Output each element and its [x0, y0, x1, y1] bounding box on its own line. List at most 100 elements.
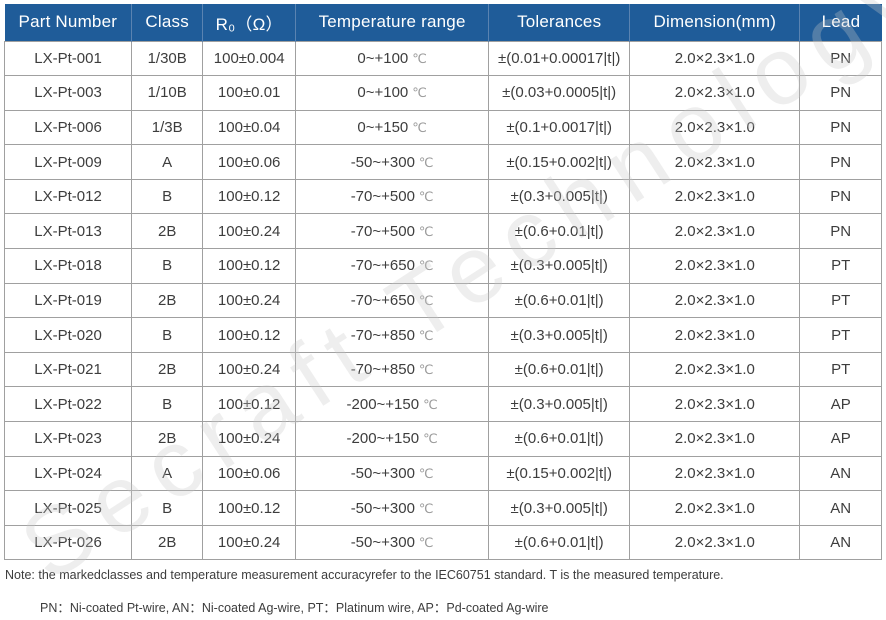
cell-class: B	[131, 386, 204, 423]
table-row: LX-Pt-003 1/10B 100±0.01 0~+100 ℃ ±(0.03+…	[3, 75, 882, 111]
column-header-class: Class	[131, 4, 203, 41]
temp-range-value: -70~+500	[350, 188, 415, 206]
table-row: LX-Pt-013 2B 100±0.24 -70~+500 ℃ ±(0.6+0.…	[3, 213, 882, 250]
cell-tolerance: ±(0.3+0.005|t|)	[488, 317, 631, 353]
cell-temperature-range: 0~+100 ℃	[295, 40, 490, 77]
cell-lead: PT	[799, 351, 882, 388]
cell-dimension: 2.0×2.3×1.0	[629, 351, 801, 388]
cell-class: B	[131, 317, 204, 353]
cell-dimension: 2.0×2.3×1.0	[629, 213, 801, 250]
temp-range-value: -50~+300	[350, 499, 415, 517]
column-header-part-number: Part Number	[4, 4, 132, 41]
cell-class: 2B	[131, 421, 204, 457]
cell-tolerance: ±(0.01+0.00017|t|)	[488, 40, 631, 77]
cell-dimension: 2.0×2.3×1.0	[629, 248, 801, 284]
cell-part-number: LX-Pt-018	[3, 248, 133, 284]
cell-r0: 100±0.06	[202, 455, 297, 492]
cell-tolerance: ±(0.3+0.005|t|)	[488, 490, 631, 526]
cell-r0: 100±0.24	[202, 213, 297, 250]
cell-lead: PN	[799, 40, 882, 77]
celsius-unit: ℃	[418, 154, 434, 170]
cell-class: 1/30B	[131, 40, 204, 77]
temp-range-value: -70~+850	[350, 326, 415, 344]
cell-dimension: 2.0×2.3×1.0	[629, 455, 801, 492]
temp-range-value: 0~+150	[357, 118, 409, 136]
cell-tolerance: ±(0.15+0.002|t|)	[488, 455, 631, 492]
cell-part-number: LX-Pt-001	[3, 40, 133, 77]
cell-r0: 100±0.12	[202, 490, 297, 526]
table-row: LX-Pt-023 2B 100±0.24 -200~+150 ℃ ±(0.6+0…	[3, 421, 882, 457]
cell-class: A	[131, 455, 204, 492]
temp-range-value: -50~+300	[350, 534, 415, 552]
cell-temperature-range: -70~+850 ℃	[295, 351, 490, 388]
cell-part-number: LX-Pt-023	[3, 421, 133, 457]
cell-tolerance: ±(0.6+0.01|t|)	[488, 421, 631, 457]
cell-dimension: 2.0×2.3×1.0	[629, 490, 801, 526]
cell-temperature-range: -70~+500 ℃	[295, 213, 490, 250]
celsius-unit: ℃	[418, 465, 434, 481]
cell-part-number: LX-Pt-024	[3, 455, 133, 492]
celsius-unit: ℃	[418, 327, 434, 343]
cell-part-number: LX-Pt-019	[3, 282, 133, 319]
cell-dimension: 2.0×2.3×1.0	[629, 144, 801, 180]
cell-class: 1/3B	[131, 109, 204, 146]
rtd-spec-table: Part Number Class R₀（Ω） Temperature rang…	[3, 4, 882, 561]
cell-lead: PT	[799, 317, 882, 353]
table-row: LX-Pt-001 1/30B 100±0.004 0~+100 ℃ ±(0.01…	[3, 40, 882, 77]
cell-temperature-range: -50~+300 ℃	[295, 144, 490, 180]
table-body: LX-Pt-001 1/30B 100±0.004 0~+100 ℃ ±(0.01…	[3, 40, 882, 561]
cell-r0: 100±0.24	[202, 282, 297, 319]
cell-dimension: 2.0×2.3×1.0	[629, 109, 801, 146]
table-row: LX-Pt-021 2B 100±0.24 -70~+850 ℃ ±(0.6+0.…	[3, 351, 882, 388]
cell-part-number: LX-Pt-025	[3, 490, 133, 526]
column-header-temperature-range: Temperature range	[295, 4, 489, 41]
table-row: LX-Pt-024 A 100±0.06 -50~+300 ℃ ±(0.15+0.…	[3, 455, 882, 492]
celsius-unit: ℃	[423, 396, 438, 412]
cell-dimension: 2.0×2.3×1.0	[629, 524, 801, 561]
column-header-lead: Lead	[799, 4, 882, 41]
temp-range-value: 0~+100	[357, 84, 409, 102]
cell-part-number: LX-Pt-012	[3, 178, 133, 215]
table-row: LX-Pt-018 B 100±0.12 -70~+650 ℃ ±(0.3+0.0…	[3, 248, 882, 284]
cell-temperature-range: -70~+500 ℃	[295, 178, 490, 215]
cell-tolerance: ±(0.1+0.0017|t|)	[488, 109, 631, 146]
cell-dimension: 2.0×2.3×1.0	[629, 75, 801, 111]
cell-r0: 100±0.12	[202, 386, 297, 423]
temp-range-value: -70~+500	[350, 222, 415, 240]
cell-temperature-range: -70~+650 ℃	[295, 282, 490, 319]
celsius-unit: ℃	[412, 50, 427, 66]
cell-temperature-range: -50~+300 ℃	[295, 455, 490, 492]
temp-range-value: -70~+650	[350, 291, 415, 309]
cell-temperature-range: -70~+850 ℃	[295, 317, 490, 353]
temp-range-value: -50~+300	[350, 464, 415, 482]
cell-lead: PN	[799, 144, 882, 180]
cell-tolerance: ±(0.6+0.01|t|)	[488, 524, 631, 561]
cell-r0: 100±0.24	[202, 351, 297, 388]
cell-lead: AN	[799, 490, 882, 526]
cell-r0: 100±0.12	[202, 248, 297, 284]
temp-range-value: 0~+100	[357, 49, 409, 67]
cell-part-number: LX-Pt-022	[3, 386, 133, 423]
cell-tolerance: ±(0.3+0.005|t|)	[488, 178, 631, 215]
celsius-unit: ℃	[412, 119, 427, 135]
cell-lead: AP	[799, 386, 882, 423]
cell-temperature-range: 0~+100 ℃	[295, 75, 490, 111]
celsius-unit: ℃	[418, 189, 434, 205]
column-header-tolerances: Tolerances	[488, 4, 630, 41]
celsius-unit: ℃	[418, 500, 434, 516]
cell-r0: 100±0.06	[202, 144, 297, 180]
cell-temperature-range: -200~+150 ℃	[295, 386, 490, 423]
cell-r0: 100±0.01	[202, 75, 297, 111]
cell-tolerance: ±(0.15+0.002|t|)	[488, 144, 631, 180]
cell-tolerance: ±(0.03+0.0005|t|)	[488, 75, 631, 111]
temp-range-value: -200~+150	[346, 430, 420, 448]
cell-class: A	[131, 144, 204, 180]
cell-r0: 100±0.04	[202, 109, 297, 146]
cell-temperature-range: -50~+300 ℃	[295, 524, 490, 561]
temp-range-value: -70~+850	[350, 361, 415, 379]
cell-part-number: LX-Pt-021	[3, 351, 133, 388]
table-header: Part Number Class R₀（Ω） Temperature rang…	[4, 4, 882, 41]
cell-dimension: 2.0×2.3×1.0	[629, 40, 801, 77]
note-line-1: Note: the markedclasses and temperature …	[5, 568, 724, 582]
